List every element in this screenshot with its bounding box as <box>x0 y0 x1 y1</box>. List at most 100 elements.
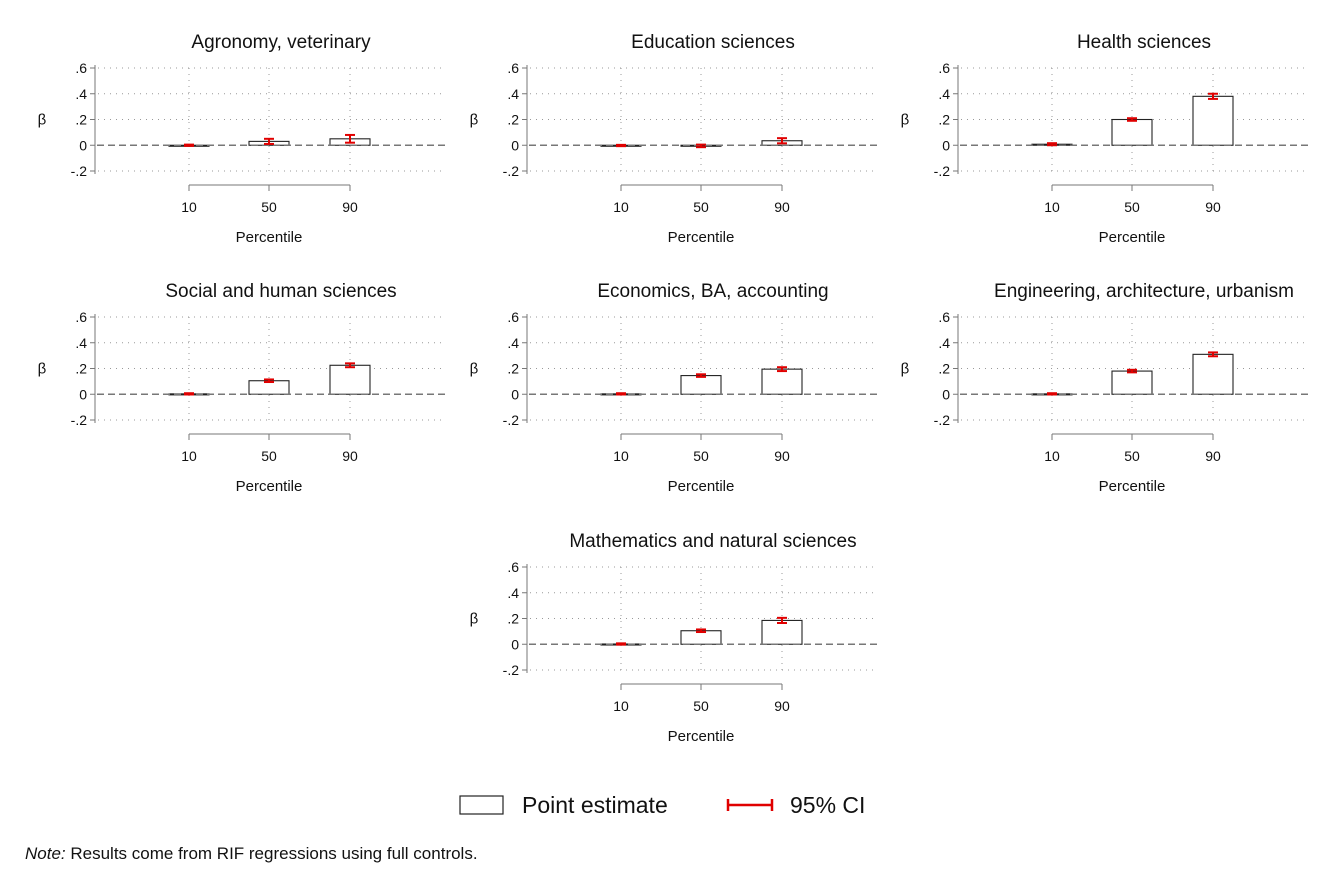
y-tick-label: .6 <box>75 60 87 76</box>
y-tick-label: .4 <box>507 335 519 351</box>
x-tick-label: 10 <box>1044 448 1060 464</box>
x-tick-label: 90 <box>1205 199 1221 215</box>
chart-panel-5: Economics, BA, accounting -.2 0 .2 .4 .6 β 10 50… <box>470 281 877 495</box>
panel-title: Engineering, architecture, urbanism <box>994 281 1294 302</box>
chart-panel-7: Mathematics and natural sciences -.2 0 .2 .4… <box>470 531 877 745</box>
y-tick-label: .2 <box>507 112 519 128</box>
bar-point-estimate <box>1192 95 1234 146</box>
y-tick-label: .2 <box>507 361 519 377</box>
y-tick-label: 0 <box>942 386 950 402</box>
y-tick-label: -.2 <box>934 163 951 179</box>
y-tick-label: 0 <box>511 636 519 652</box>
legend-ci-label: 95% CI <box>790 792 866 818</box>
bar-point-estimate <box>680 375 722 395</box>
bar-point-estimate <box>1192 353 1234 395</box>
note-prefix: Note: <box>25 844 66 863</box>
chart-panel-3: Health sciences -.2 0 .2 .4 .6 β 10 50 90 Percenti… <box>901 32 1308 246</box>
x-tick-label: 10 <box>613 199 629 215</box>
x-tick-label: 90 <box>342 199 358 215</box>
x-tick-label: 90 <box>774 448 790 464</box>
y-tick-label: .2 <box>507 611 519 627</box>
x-axis-title: Percentile <box>1099 229 1166 246</box>
x-axis-title: Percentile <box>668 478 735 495</box>
y-tick-label: 0 <box>79 386 87 402</box>
panel-title: Health sciences <box>1077 32 1211 53</box>
y-axis-title: β <box>38 112 47 129</box>
figure-note: Note: Results come from RIF regressions … <box>25 844 478 864</box>
x-axis-title: Percentile <box>236 478 303 495</box>
x-tick-label: 90 <box>774 698 790 714</box>
y-tick-label: .4 <box>507 86 519 102</box>
y-tick-label: -.2 <box>503 662 520 678</box>
y-axis-title: β <box>470 611 479 628</box>
y-tick-label: .4 <box>75 335 87 351</box>
x-axis-title: Percentile <box>236 229 303 246</box>
panel-title: Economics, BA, accounting <box>597 281 828 302</box>
x-axis-title: Percentile <box>668 728 735 745</box>
y-tick-label: .6 <box>75 309 87 325</box>
chart-panel-4: Social and human sciences -.2 0 .2 .4 .6 β 10 50… <box>38 281 445 495</box>
panel-title: Social and human sciences <box>165 281 396 302</box>
x-tick-label: 50 <box>261 199 277 215</box>
chart-panel-6: Engineering, architecture, urbanism -.2 0.… <box>901 281 1308 495</box>
x-tick-label: 50 <box>693 698 709 714</box>
y-axis-title: β <box>470 361 479 378</box>
y-tick-label: .2 <box>75 361 87 377</box>
x-tick-label: 90 <box>1205 448 1221 464</box>
bar-point-estimate <box>1111 118 1153 146</box>
legend-point-swatch <box>459 795 504 815</box>
x-tick-label: 10 <box>181 448 197 464</box>
panel-title: Education sciences <box>631 32 795 53</box>
bar-point-estimate <box>1111 370 1153 395</box>
y-tick-label: -.2 <box>503 412 520 428</box>
panel-title: Mathematics and natural sciences <box>569 531 856 552</box>
y-tick-label: .6 <box>938 60 950 76</box>
legend-point-label: Point estimate <box>522 792 668 818</box>
bar-point-estimate <box>761 368 803 395</box>
y-tick-label: .6 <box>507 60 519 76</box>
x-tick-label: 50 <box>261 448 277 464</box>
x-tick-label: 50 <box>1124 448 1140 464</box>
x-tick-label: 50 <box>1124 199 1140 215</box>
y-tick-label: -.2 <box>71 412 88 428</box>
y-tick-label: 0 <box>511 386 519 402</box>
x-tick-label: 90 <box>774 199 790 215</box>
y-tick-label: 0 <box>511 137 519 153</box>
y-tick-label: .4 <box>938 335 950 351</box>
x-tick-label: 50 <box>693 448 709 464</box>
y-tick-label: 0 <box>79 137 87 153</box>
x-tick-label: 50 <box>693 199 709 215</box>
chart-panel-1: Agronomy, veterinary -.2 0 .2 .4 .6 β 10 50 90 Per… <box>38 32 445 246</box>
bar-point-estimate <box>329 364 371 395</box>
x-tick-label: 10 <box>613 448 629 464</box>
x-tick-label: 10 <box>613 698 629 714</box>
y-axis-title: β <box>901 112 910 129</box>
x-axis-title: Percentile <box>668 229 735 246</box>
note-text: Results come from RIF regressions using … <box>65 844 478 863</box>
chart-canvas: Agronomy, veterinary -.2 0 .2 .4 .6 β 10 50 90 Per… <box>38 32 1308 745</box>
panel-title: Agronomy, veterinary <box>191 32 371 53</box>
y-tick-label: -.2 <box>71 163 88 179</box>
legend-graphics <box>459 795 774 815</box>
legend: Point estimate 95% CI <box>455 788 885 828</box>
y-tick-label: .2 <box>75 112 87 128</box>
x-tick-label: 10 <box>181 199 197 215</box>
y-tick-label: -.2 <box>934 412 951 428</box>
y-tick-label: .2 <box>938 112 950 128</box>
y-tick-label: .6 <box>507 309 519 325</box>
y-tick-label: .4 <box>938 86 950 102</box>
y-tick-label: .4 <box>507 585 519 601</box>
y-tick-label: -.2 <box>503 163 520 179</box>
y-tick-label: .6 <box>507 559 519 575</box>
y-axis-title: β <box>901 361 910 378</box>
y-tick-label: .6 <box>938 309 950 325</box>
y-axis-title: β <box>38 361 47 378</box>
y-tick-label: .4 <box>75 86 87 102</box>
y-axis-title: β <box>470 112 479 129</box>
x-tick-label: 90 <box>342 448 358 464</box>
y-tick-label: 0 <box>942 137 950 153</box>
chart-panel-2: Education sciences -.2 0 .2 .4 .6 β 10 50 90 Perce… <box>470 32 877 246</box>
x-axis-title: Percentile <box>1099 478 1166 495</box>
x-tick-label: 10 <box>1044 199 1060 215</box>
